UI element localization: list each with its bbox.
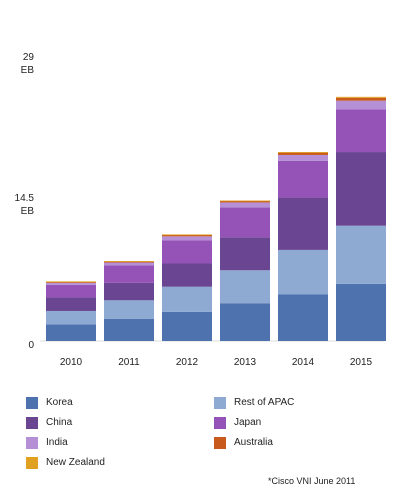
bar-rest-of-apac-2015 [336,225,386,284]
x-tick-label: 2011 [118,357,140,368]
legend-label: China [46,417,73,428]
bar-korea-2010 [46,324,96,341]
bar-australia-2011 [104,261,154,263]
chart-plot-area [40,96,386,342]
bar-stack-2011 [104,261,154,341]
legend-swatch [214,417,226,429]
stacked-bar-chart: 2010 2011 2012 2013 2014 2015 0 14.5 EB 29 EB [14,52,386,368]
bar-stack-2014 [278,152,328,341]
bar-new-zealand-2015 [336,96,386,98]
y-tick-label: 0 [28,340,34,351]
bar-australia-2013 [220,200,270,203]
legend-label: Korea [46,397,73,408]
legend-swatch [26,417,38,429]
bar-rest-of-apac-2014 [278,249,328,295]
legend-label: Japan [234,417,262,428]
x-tick-label: 2012 [175,357,199,368]
bar-japan-2012 [162,240,212,264]
bar-india-2012 [162,236,212,241]
y-tick-label: 29 EB [20,52,34,76]
bar-australia-2015 [336,97,386,101]
bar-india-2010 [46,282,96,285]
legend-swatch [214,397,226,409]
bar-australia-2010 [46,281,96,283]
bar-japan-2013 [220,207,270,238]
bar-china-2010 [46,297,96,311]
bar-rest-of-apac-2012 [162,286,212,312]
bar-rest-of-apac-2010 [46,310,96,325]
bar-stack-2010 [46,281,96,341]
source-footnote: *Cisco VNI June 2011 [268,476,356,486]
bar-korea-2012 [162,311,212,341]
bar-china-2014 [278,197,328,250]
bar-india-2014 [278,154,328,161]
bar-china-2013 [220,237,270,271]
bar-korea-2011 [104,318,154,341]
bar-india-2011 [104,262,154,266]
x-tick-label: 2010 [59,357,83,368]
bar-china-2011 [104,282,154,301]
chart-legend: Korea Rest of APAC China Japan India Australi… [0,390,420,470]
y-tick-label: 14.5 EB [14,192,34,217]
bar-new-zealand-2013 [220,200,270,202]
bar-india-2013 [220,202,270,208]
bar-china-2015 [336,152,386,226]
legend-swatch [214,437,226,449]
legend-label: Rest of APAC [234,397,295,408]
bar-australia-2012 [162,234,212,237]
bar-korea-2014 [278,294,328,341]
bar-stack-2015 [336,96,386,341]
x-tick-label: 2013 [233,357,257,368]
bar-new-zealand-2010 [46,281,96,283]
bar-rest-of-apac-2011 [104,300,154,319]
bar-new-zealand-2012 [162,234,212,236]
bar-india-2015 [336,100,386,110]
legend-swatch [26,457,38,469]
bar-stack-2013 [220,200,270,341]
bar-rest-of-apac-2013 [220,270,270,304]
bar-new-zealand-2011 [104,261,154,262]
x-tick-label: 2014 [291,357,315,368]
bar-japan-2014 [278,160,328,198]
bar-stack-2012 [162,234,212,341]
legend-swatch [26,437,38,449]
bar-korea-2013 [220,303,270,341]
bar-korea-2015 [336,283,386,341]
bar-japan-2010 [46,284,96,298]
bar-australia-2014 [278,152,328,155]
bar-new-zealand-2014 [278,152,328,153]
legend-label: Australia [234,437,273,448]
bar-china-2012 [162,263,212,287]
bar-japan-2011 [104,265,154,283]
bar-japan-2015 [336,109,386,153]
legend-label: India [46,437,68,448]
legend-label: New Zealand [46,457,105,468]
legend-swatch [26,397,38,409]
x-tick-label: 2015 [349,357,373,368]
